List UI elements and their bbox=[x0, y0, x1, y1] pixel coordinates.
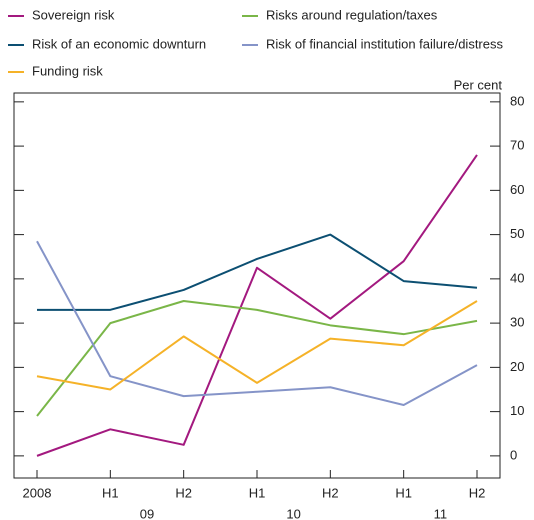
line-series bbox=[36, 240, 478, 406]
legend-label: Sovereign risk bbox=[32, 7, 115, 22]
x-tick-label: H1 bbox=[102, 485, 119, 500]
line-series bbox=[36, 154, 478, 457]
legend-label: Risk of an economic downturn bbox=[32, 36, 206, 51]
y-tick-label: 70 bbox=[510, 138, 524, 153]
x-tick-label: 2008 bbox=[23, 485, 52, 500]
line-series bbox=[37, 233, 478, 311]
x-tick-label: H2 bbox=[322, 485, 339, 500]
y-tick-label: 20 bbox=[510, 359, 524, 374]
y-tick-label: 30 bbox=[510, 315, 524, 330]
y-unit-label: Per cent bbox=[454, 77, 503, 92]
y-tick-label: 10 bbox=[510, 403, 524, 418]
year-label: 09 bbox=[140, 506, 154, 520]
y-tick-label: 0 bbox=[510, 447, 517, 462]
year-label: 11 bbox=[434, 506, 448, 520]
x-tick-label: H2 bbox=[469, 485, 486, 500]
legend-label: Risk of financial institution failure/di… bbox=[266, 36, 503, 51]
y-tick-label: 80 bbox=[510, 93, 524, 108]
y-tick-label: 40 bbox=[510, 270, 524, 285]
year-label: 10 bbox=[286, 506, 300, 520]
y-tick-label: 50 bbox=[510, 226, 524, 241]
plot-frame bbox=[13, 92, 501, 479]
line-series bbox=[36, 300, 478, 391]
x-tick-label: H1 bbox=[395, 485, 412, 500]
legend-label: Funding risk bbox=[32, 63, 103, 78]
x-tick-label: H1 bbox=[249, 485, 266, 500]
y-tick-label: 60 bbox=[510, 182, 524, 197]
legend-label: Risks around regulation/taxes bbox=[266, 7, 438, 22]
x-tick-label: H2 bbox=[175, 485, 192, 500]
line-series bbox=[36, 299, 478, 417]
